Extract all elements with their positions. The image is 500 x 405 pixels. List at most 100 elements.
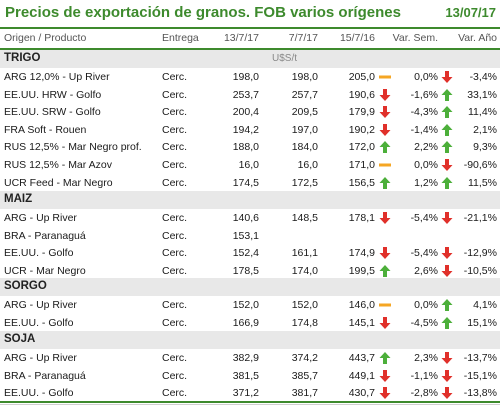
table-row: ARG - Up River Cerc. 152,0 152,0 146,0 0,0% 4,… [0,297,500,314]
row-name: UCR - Mar Negro [4,264,86,277]
row-price-1: 174,5 [232,176,259,189]
row-price-2: 152,0 [291,299,318,311]
arrow-up-icon [441,88,453,101]
arrow-down-icon [379,123,391,136]
row-name: ARG - Up River [4,352,77,364]
row-var-sem: 0,0% [414,71,438,83]
row-entrega: Cerc. [162,212,188,224]
section-title: SORGO [4,280,47,292]
row-price-2: 148,5 [291,212,318,224]
col-var-sem: Var. Sem. [392,32,438,44]
row-entrega: Cerc. [162,316,188,329]
flat-dash-icon [379,299,391,311]
flat-dash-icon [379,159,391,171]
row-price-3: 449,1 [348,369,375,382]
table-row: EE.UU. - Golfo Cerc. 152,4 161,1 174,9 -5,4% -… [0,245,500,262]
table-row: BRA - Paranaguá Cerc. 153,1 [0,228,500,245]
arrow-up-icon [441,176,453,189]
row-var-sem: 1,2% [414,176,438,189]
row-price-2: 161,1 [291,247,318,260]
row-var-sem: 2,2% [414,141,438,154]
row-price-2: 184,0 [291,141,318,154]
arrow-down-icon [379,387,391,400]
arrow-down-icon [379,369,391,382]
table-row: EE.UU. - Golfo Cerc. 371,2 381,7 430,7 -2,8% -… [0,385,500,402]
table-row: ARG 12,0% - Up River Cerc. 198,0 198,0 205,0… [0,69,500,86]
column-headers: Origen / Producto Entrega 13/7/17 7/7/17… [0,28,500,49]
row-name: ARG 12,0% - Up River [4,71,110,83]
unit-label: U$S/t [272,53,298,64]
arrow-down-icon [441,369,453,382]
row-var-ano: -90,6% [463,159,497,171]
row-entrega: Cerc. [162,106,188,119]
row-entrega: Cerc. [162,247,188,260]
table-row: BRA - Paranaguá Cerc. 381,5 385,7 449,1 -1,1%… [0,368,500,385]
row-var-ano: -15,1% [463,369,497,382]
title-bar: Precios de exportación de granos. FOB va… [0,0,500,28]
arrow-down-icon [379,88,391,101]
arrow-up-icon [379,352,391,364]
row-var-sem: -1,1% [410,369,438,382]
row-var-sem: 0,0% [414,299,438,311]
row-var-sem: -5,4% [410,212,438,224]
row-price-2: 374,2 [291,352,318,364]
row-price-1: 140,6 [232,212,259,224]
row-entrega: Cerc. [162,299,188,311]
section-title: MAIZ [4,193,33,205]
row-var-ano: 11,4% [468,106,497,119]
table-row: FRA Soft - Rouen Cerc. 194,2 197,0 190,2 -1,4… [0,122,500,139]
row-var-ano: 2,1% [473,123,497,136]
row-var-sem: -1,6% [410,88,438,101]
arrow-down-icon [441,352,453,364]
row-price-2: 174,0 [291,264,318,277]
row-name: ARG - Up River [4,299,77,311]
row-var-ano: -13,8% [463,387,497,400]
col-entrega: Entrega [162,32,199,44]
row-entrega: Cerc. [162,71,188,83]
row-price-1: 153,1 [232,229,259,242]
arrow-down-icon [441,264,453,277]
row-price-3: 174,9 [348,247,375,260]
row-entrega: Cerc. [162,264,188,277]
row-price-1: 253,7 [232,88,259,101]
row-name: RUS 12,5% - Mar Azov [4,159,112,171]
row-price-3: 199,5 [348,264,375,277]
row-price-3: 156,5 [348,176,375,189]
arrow-up-icon [441,299,453,311]
flat-dash-icon [379,71,391,83]
row-name: UCR Feed - Mar Negro [4,176,113,189]
row-price-3: 430,7 [348,387,375,400]
table-row: ARG - Up River Cerc. 382,9 374,2 443,7 2,3% -1… [0,350,500,367]
row-var-ano: -10,5% [463,264,497,277]
table-row: EE.UU. - Golfo Cerc. 166,9 174,8 145,1 -4,5% 1… [0,315,500,332]
row-price-3: 178,1 [348,212,375,224]
row-price-3: 190,6 [348,88,375,101]
section-title: SOJA [4,333,36,345]
row-name: RUS 12,5% - Mar Negro prof. [4,141,142,154]
table-row: RUS 12,5% - Mar Negro prof. Cerc. 188,0 184… [0,139,500,156]
row-price-2: 198,0 [291,71,318,83]
arrow-down-icon [379,316,391,329]
row-price-2: 172,5 [291,176,318,189]
row-var-sem: -1,4% [410,123,438,136]
section-sorgo: SORGO [0,278,500,296]
row-name: EE.UU. SRW - Golfo [4,106,101,119]
row-entrega: Cerc. [162,88,188,101]
row-name: EE.UU. HRW - Golfo [4,88,102,101]
row-entrega: Cerc. [162,123,188,136]
arrow-up-icon [441,316,453,329]
table-row: EE.UU. SRW - Golfo Cerc. 200,4 209,5 179,9 -4… [0,104,500,121]
table-row: EE.UU. HRW - Golfo Cerc. 253,7 257,7 190,6 -1… [0,87,500,104]
arrow-down-icon [379,106,391,119]
row-price-1: 178,5 [232,264,259,277]
header-divider [0,48,500,50]
table-row: RUS 12,5% - Mar Azov Cerc. 16,0 16,0 171,0 0,… [0,157,500,174]
bottom-divider [0,401,500,403]
arrow-up-icon [379,141,391,154]
row-price-2: 197,0 [291,123,318,136]
row-price-3: 443,7 [348,352,375,364]
report-date: 13/07/17 [445,5,496,20]
row-var-ano: 11,5% [468,176,497,189]
row-price-1: 152,0 [232,299,259,311]
row-var-sem: -2,8% [410,387,438,400]
